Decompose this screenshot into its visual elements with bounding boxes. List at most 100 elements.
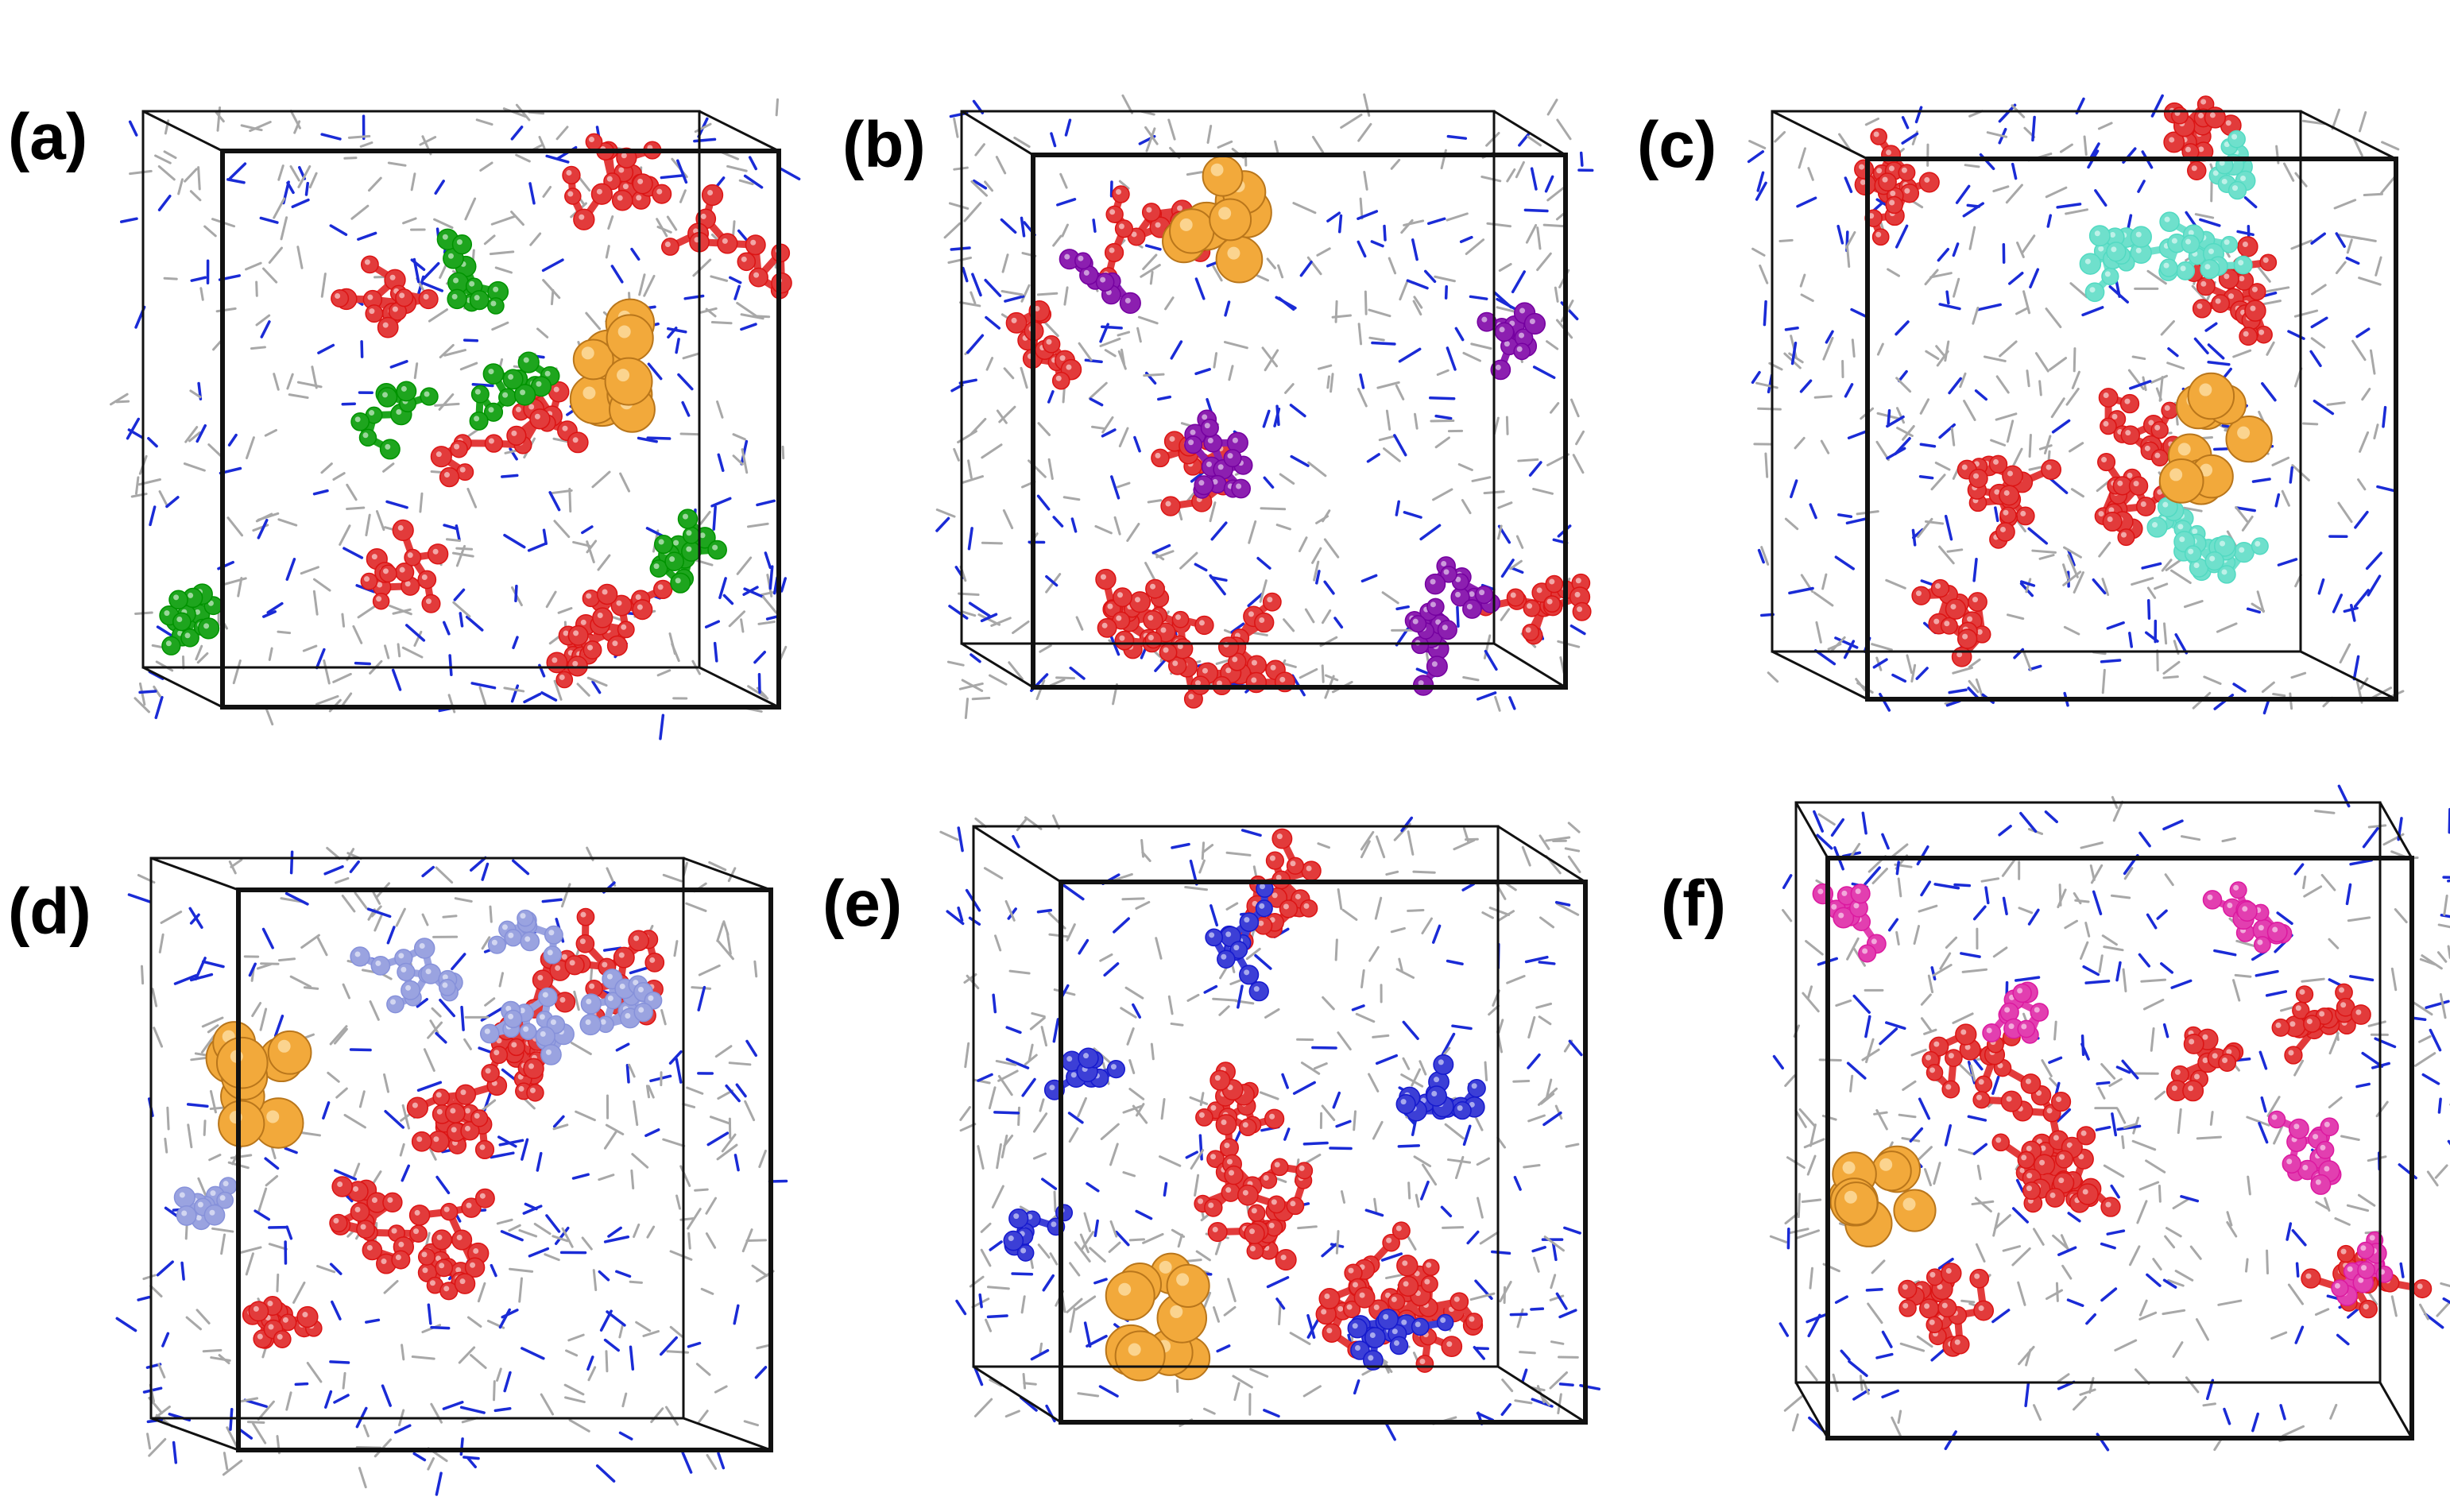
panel-d-red-cluster-atom-highlight [466,1202,472,1208]
solvent-stick-blue [644,1128,660,1138]
solvent-stick-grey [153,685,161,698]
solvent-stick-grey [1037,1243,1051,1259]
solvent-stick-grey [350,204,370,220]
panel-a-red-cluster-atom-highlight [528,404,535,410]
panel-d-red-cluster-atom-highlight [569,960,575,966]
panel-d-cosolvent-cluster-atom-highlight [501,924,508,930]
solvent-stick-grey [451,551,474,558]
panel-b-red-cluster-atom [1114,630,1135,651]
panel-d-red-cluster-atom-highlight [479,1144,486,1150]
panel-d-cosolvent-cluster-atom-highlight [398,953,404,959]
solvent-stick-blue [581,525,594,535]
panel-d-red-cluster-atom-highlight [277,1334,283,1340]
panel-d-cosolvent-cluster-atom-highlight [637,987,644,993]
solvent-stick-grey [339,524,351,546]
solvent-stick-grey [503,686,525,693]
solvent-stick-blue [1554,900,1571,907]
solvent-stick-grey [251,1001,262,1018]
panel-c-red-cluster-atom-highlight [2209,112,2216,118]
panel-b-cosolvent-cluster-atom [1194,475,1214,496]
panel-b-red-cluster-atom-highlight [1066,364,1072,370]
panel-d-solute-sphere [215,1036,269,1089]
panel-e-red-cluster-atom-highlight [1453,1296,1460,1302]
solvent-stick-blue [1005,1058,1030,1069]
solvent-stick-grey [1128,1058,1136,1074]
solvent-stick-grey [510,211,524,226]
panel-a-cosolvent-cluster-atom-highlight [712,544,718,551]
solvent-stick-blue [955,1299,967,1316]
solvent-stick-grey [1037,422,1051,436]
panel-d-red-cluster-atom [474,1139,495,1160]
solvent-stick-grey [2006,420,2015,443]
panel-d-red-cluster-atom-highlight [429,1280,435,1286]
panel-a-red-cluster [331,255,439,338]
panel-a-cosolvent-cluster-atom-highlight [653,563,660,570]
panel-a-cosolvent-cluster-atom [451,234,473,255]
solvent-stick-blue [427,1303,432,1325]
solvent-stick-blue [1110,475,1120,500]
panel-a-red-cluster-atom-highlight [364,259,370,265]
panel-e-cosolvent-cluster-atom [1395,1093,1416,1115]
panel-e-red-cluster [1388,1255,1483,1373]
solvent-stick-blue [986,1314,1008,1319]
panel-a-cosolvent-cluster-atom-highlight [474,416,480,422]
solvent-stick-blue [2008,272,2024,285]
solvent-stick-grey [662,873,683,883]
solvent-stick-grey [1225,902,1239,911]
solvent-stick-grey [1414,412,1419,430]
solvent-stick-blue [1751,370,1761,385]
solvent-stick-grey [1289,1332,1311,1345]
solvent-stick-grey [134,476,140,495]
solvent-stick-blue [2310,232,2326,245]
panel-a-cosolvent-cluster-atom-highlight [424,391,430,397]
solvent-stick-grey [1088,381,1108,400]
solvent-stick-grey [988,1086,997,1110]
panel-e-red-cluster-atom [1441,1336,1463,1357]
solvent-stick-grey [1311,135,1325,154]
panel-d-red-cluster-atom-highlight [416,1136,423,1143]
solvent-stick-blue [2365,551,2382,570]
solvent-stick-grey [463,1038,472,1050]
solvent-stick-grey [1514,1399,1533,1405]
solvent-stick-grey [2049,357,2068,371]
solvent-stick-grey [302,644,318,652]
solvent-stick-blue [1440,1205,1453,1218]
panel-b-cosolvent-cluster-atom [1475,586,1494,605]
panel-a-cosolvent-cluster-atom [377,387,398,408]
panel-a-red-cluster-atom [430,446,452,468]
solvent-stick-grey [1485,132,1500,147]
solvent-stick-blue [1069,666,1086,680]
panel-b-cosolvent-cluster-atom-highlight [1227,453,1233,459]
panel-a-solute-sphere-highlight [583,386,596,400]
panel-d-red-cluster-atom [432,1089,451,1106]
solvent-stick-grey [1846,247,1851,269]
panel-e-red-cluster-atom-highlight [1208,1202,1214,1208]
panel-d-solute-sphere [267,1030,312,1075]
solvent-stick-grey [1476,1197,1484,1219]
solvent-stick-grey [1305,1153,1322,1165]
solvent-stick-grey [986,1286,1010,1290]
solvent-stick-blue [980,613,998,623]
solvent-stick-blue [1419,524,1442,541]
panel-b-cosolvent-cluster-atom-highlight [1479,590,1485,596]
panel-e-cosolvent-cluster-atom-highlight [1008,1236,1014,1242]
solvent-stick-blue [1216,1344,1231,1353]
panel-b-cosolvent-cluster-atom-highlight [1519,307,1526,314]
solvent-stick-grey [959,1106,971,1121]
panel-c-cosolvent-cluster-atom [2184,545,2202,563]
panel-d-cosolvent-cluster-atom-highlight [401,966,407,973]
solvent-stick-blue [386,926,396,945]
solvent-stick-blue [1938,303,1961,311]
solvent-stick-blue [718,577,727,600]
box-depth-edge [2300,110,2397,160]
solvent-stick-grey [1099,337,1121,348]
solvent-stick-grey [2031,549,2057,554]
solvent-stick-grey [1184,885,1209,891]
solvent-stick-grey [996,1143,1002,1170]
panel-b-cosolvent-cluster-atom-highlight [1469,591,1475,597]
panel-c-red-cluster-atom-highlight [1933,618,1940,625]
solvent-stick-grey [1419,1060,1427,1076]
panel-d-solute-sphere-highlight [266,1110,280,1123]
solvent-stick-grey [1774,130,1786,143]
solvent-stick-grey [1004,899,1016,922]
